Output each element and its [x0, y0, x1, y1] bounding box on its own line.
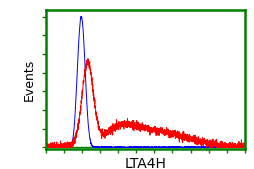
- Y-axis label: Events: Events: [23, 58, 36, 101]
- X-axis label: LTA4H: LTA4H: [124, 157, 166, 169]
